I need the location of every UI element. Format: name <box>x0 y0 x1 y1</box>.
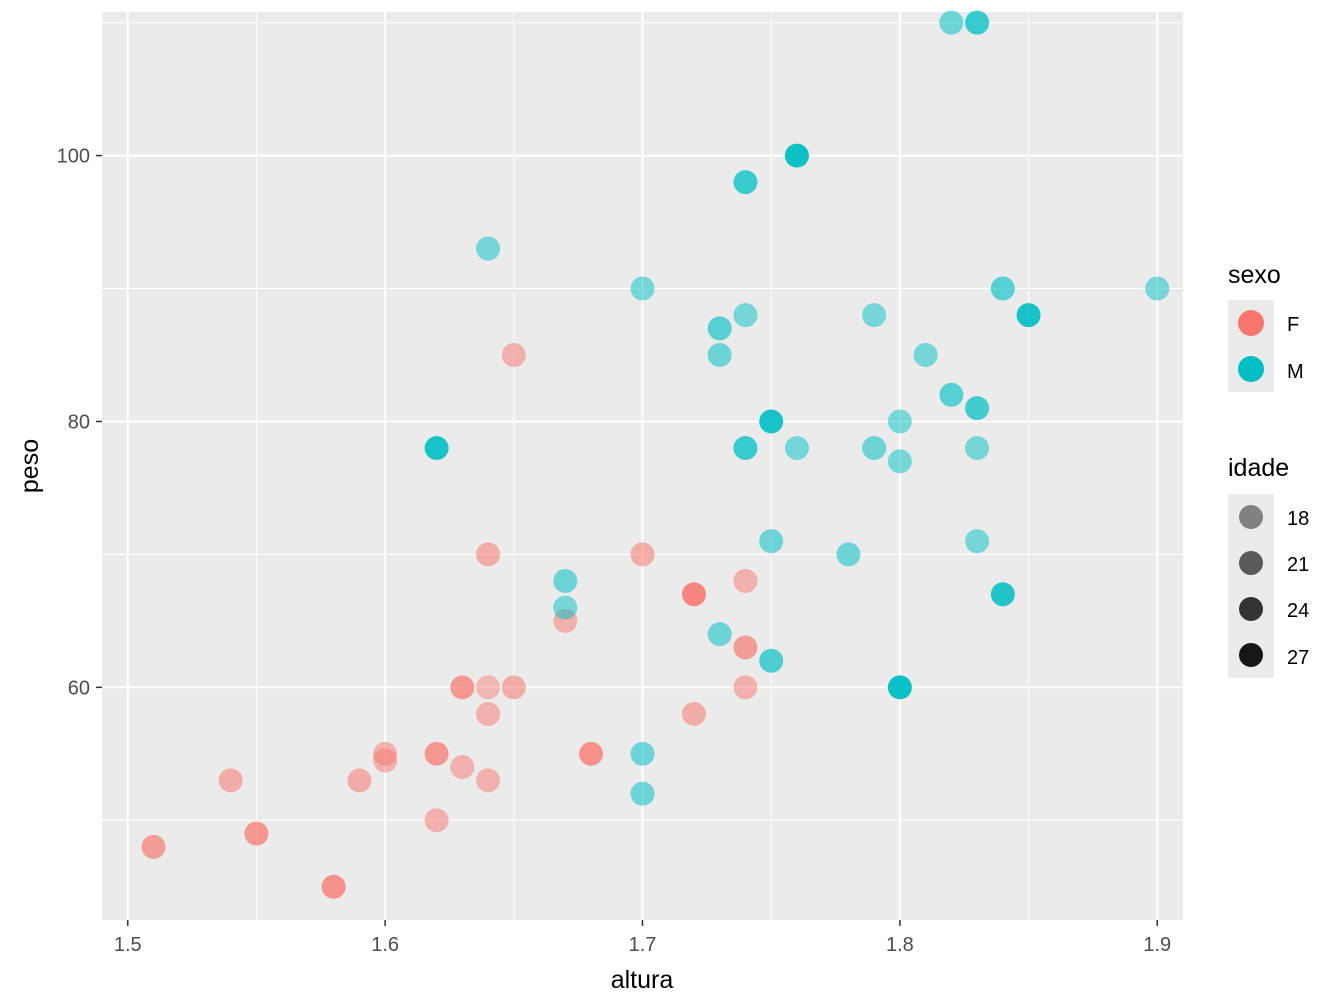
data-point-m-1 <box>476 236 501 261</box>
data-point-m-13 <box>759 409 784 434</box>
data-point-f-18 <box>579 741 604 766</box>
data-point-m-18 <box>836 542 861 567</box>
data-points <box>141 10 1170 899</box>
data-point-m-29 <box>965 436 990 461</box>
legend-sexo: sexo F M <box>1228 261 1304 392</box>
data-point-m-15 <box>759 648 784 673</box>
data-point-m-9 <box>707 622 732 647</box>
data-point-f-11 <box>476 542 501 567</box>
legend-label-24: 24 <box>1287 600 1309 622</box>
data-point-f-4 <box>347 768 372 793</box>
legend-label-27: 27 <box>1287 647 1309 669</box>
data-point-f-16 <box>501 675 526 700</box>
data-point-m-33 <box>1016 303 1041 328</box>
y-tick-label: 100 <box>57 146 90 168</box>
legend-title-sexo: sexo <box>1228 261 1281 289</box>
data-point-m-24 <box>913 342 938 367</box>
x-tick-label: 1.7 <box>629 934 657 956</box>
data-point-m-30 <box>965 529 990 554</box>
data-point-m-12 <box>733 436 758 461</box>
data-point-f-1 <box>218 768 243 793</box>
legend-key-f <box>1238 310 1264 336</box>
data-point-m-19 <box>862 303 887 328</box>
data-point-f-19 <box>630 542 655 567</box>
data-point-m-26 <box>939 382 964 407</box>
y-axis-title: peso <box>16 439 44 493</box>
data-point-m-0 <box>424 436 449 461</box>
data-point-m-4 <box>630 276 655 301</box>
data-point-f-21 <box>681 701 706 726</box>
x-tick-label: 1.9 <box>1143 934 1171 956</box>
data-point-m-10 <box>733 170 758 195</box>
x-tick-label: 1.8 <box>886 934 914 956</box>
data-point-m-7 <box>707 316 732 341</box>
data-point-f-0 <box>141 834 166 859</box>
legend-key-m <box>1238 356 1264 382</box>
data-point-m-14 <box>759 529 784 554</box>
data-point-f-2 <box>244 821 269 846</box>
data-point-f-20 <box>681 582 706 607</box>
legend-key-21 <box>1239 551 1263 575</box>
legend-key-24 <box>1239 597 1263 621</box>
y-axis-ticks: 60 80 100 <box>57 146 102 699</box>
legend-label-f: F <box>1287 314 1299 336</box>
data-point-f-12 <box>476 675 501 700</box>
data-point-f-22 <box>733 568 758 593</box>
data-point-m-17 <box>784 436 809 461</box>
legend-label-21: 21 <box>1287 554 1309 576</box>
data-point-m-3 <box>553 595 578 620</box>
legend-label-18: 18 <box>1287 508 1309 530</box>
y-tick-label: 80 <box>68 411 90 433</box>
data-point-f-6 <box>373 748 398 773</box>
x-tick-label: 1.6 <box>371 934 399 956</box>
data-point-m-8 <box>707 342 732 367</box>
data-point-f-24 <box>733 675 758 700</box>
data-point-f-3 <box>321 874 346 899</box>
y-tick-label: 60 <box>68 677 90 699</box>
data-point-f-23 <box>733 635 758 660</box>
legend-idade: idade 18 21 24 27 <box>1228 454 1309 678</box>
data-point-m-16 <box>784 143 809 168</box>
data-point-f-13 <box>476 701 501 726</box>
data-point-m-21 <box>887 409 912 434</box>
data-point-f-7 <box>424 741 449 766</box>
data-point-f-8 <box>424 808 449 833</box>
data-point-m-11 <box>733 303 758 328</box>
legend-label-m: M <box>1287 361 1304 383</box>
data-point-m-31 <box>990 276 1015 301</box>
data-point-m-27 <box>965 10 990 35</box>
data-point-m-28 <box>965 396 990 421</box>
data-point-m-32 <box>990 582 1015 607</box>
data-point-m-23 <box>887 675 912 700</box>
data-point-f-10 <box>450 755 475 780</box>
x-tick-label: 1.5 <box>114 934 142 956</box>
legend-title-idade: idade <box>1228 454 1289 482</box>
data-point-m-34 <box>1145 276 1170 301</box>
data-point-m-22 <box>887 449 912 474</box>
data-point-m-25 <box>939 10 964 35</box>
x-axis-ticks: 1.5 1.6 1.7 1.8 1.9 <box>114 920 1171 956</box>
data-point-f-9 <box>450 675 475 700</box>
legend-key-27 <box>1239 643 1263 667</box>
data-point-m-20 <box>862 436 887 461</box>
data-point-m-5 <box>630 741 655 766</box>
legend-key-18 <box>1239 505 1263 529</box>
data-point-m-6 <box>630 781 655 806</box>
x-axis-title: altura <box>611 966 674 994</box>
data-point-f-14 <box>476 768 501 793</box>
data-point-m-2 <box>553 568 578 593</box>
data-point-f-15 <box>501 342 526 367</box>
